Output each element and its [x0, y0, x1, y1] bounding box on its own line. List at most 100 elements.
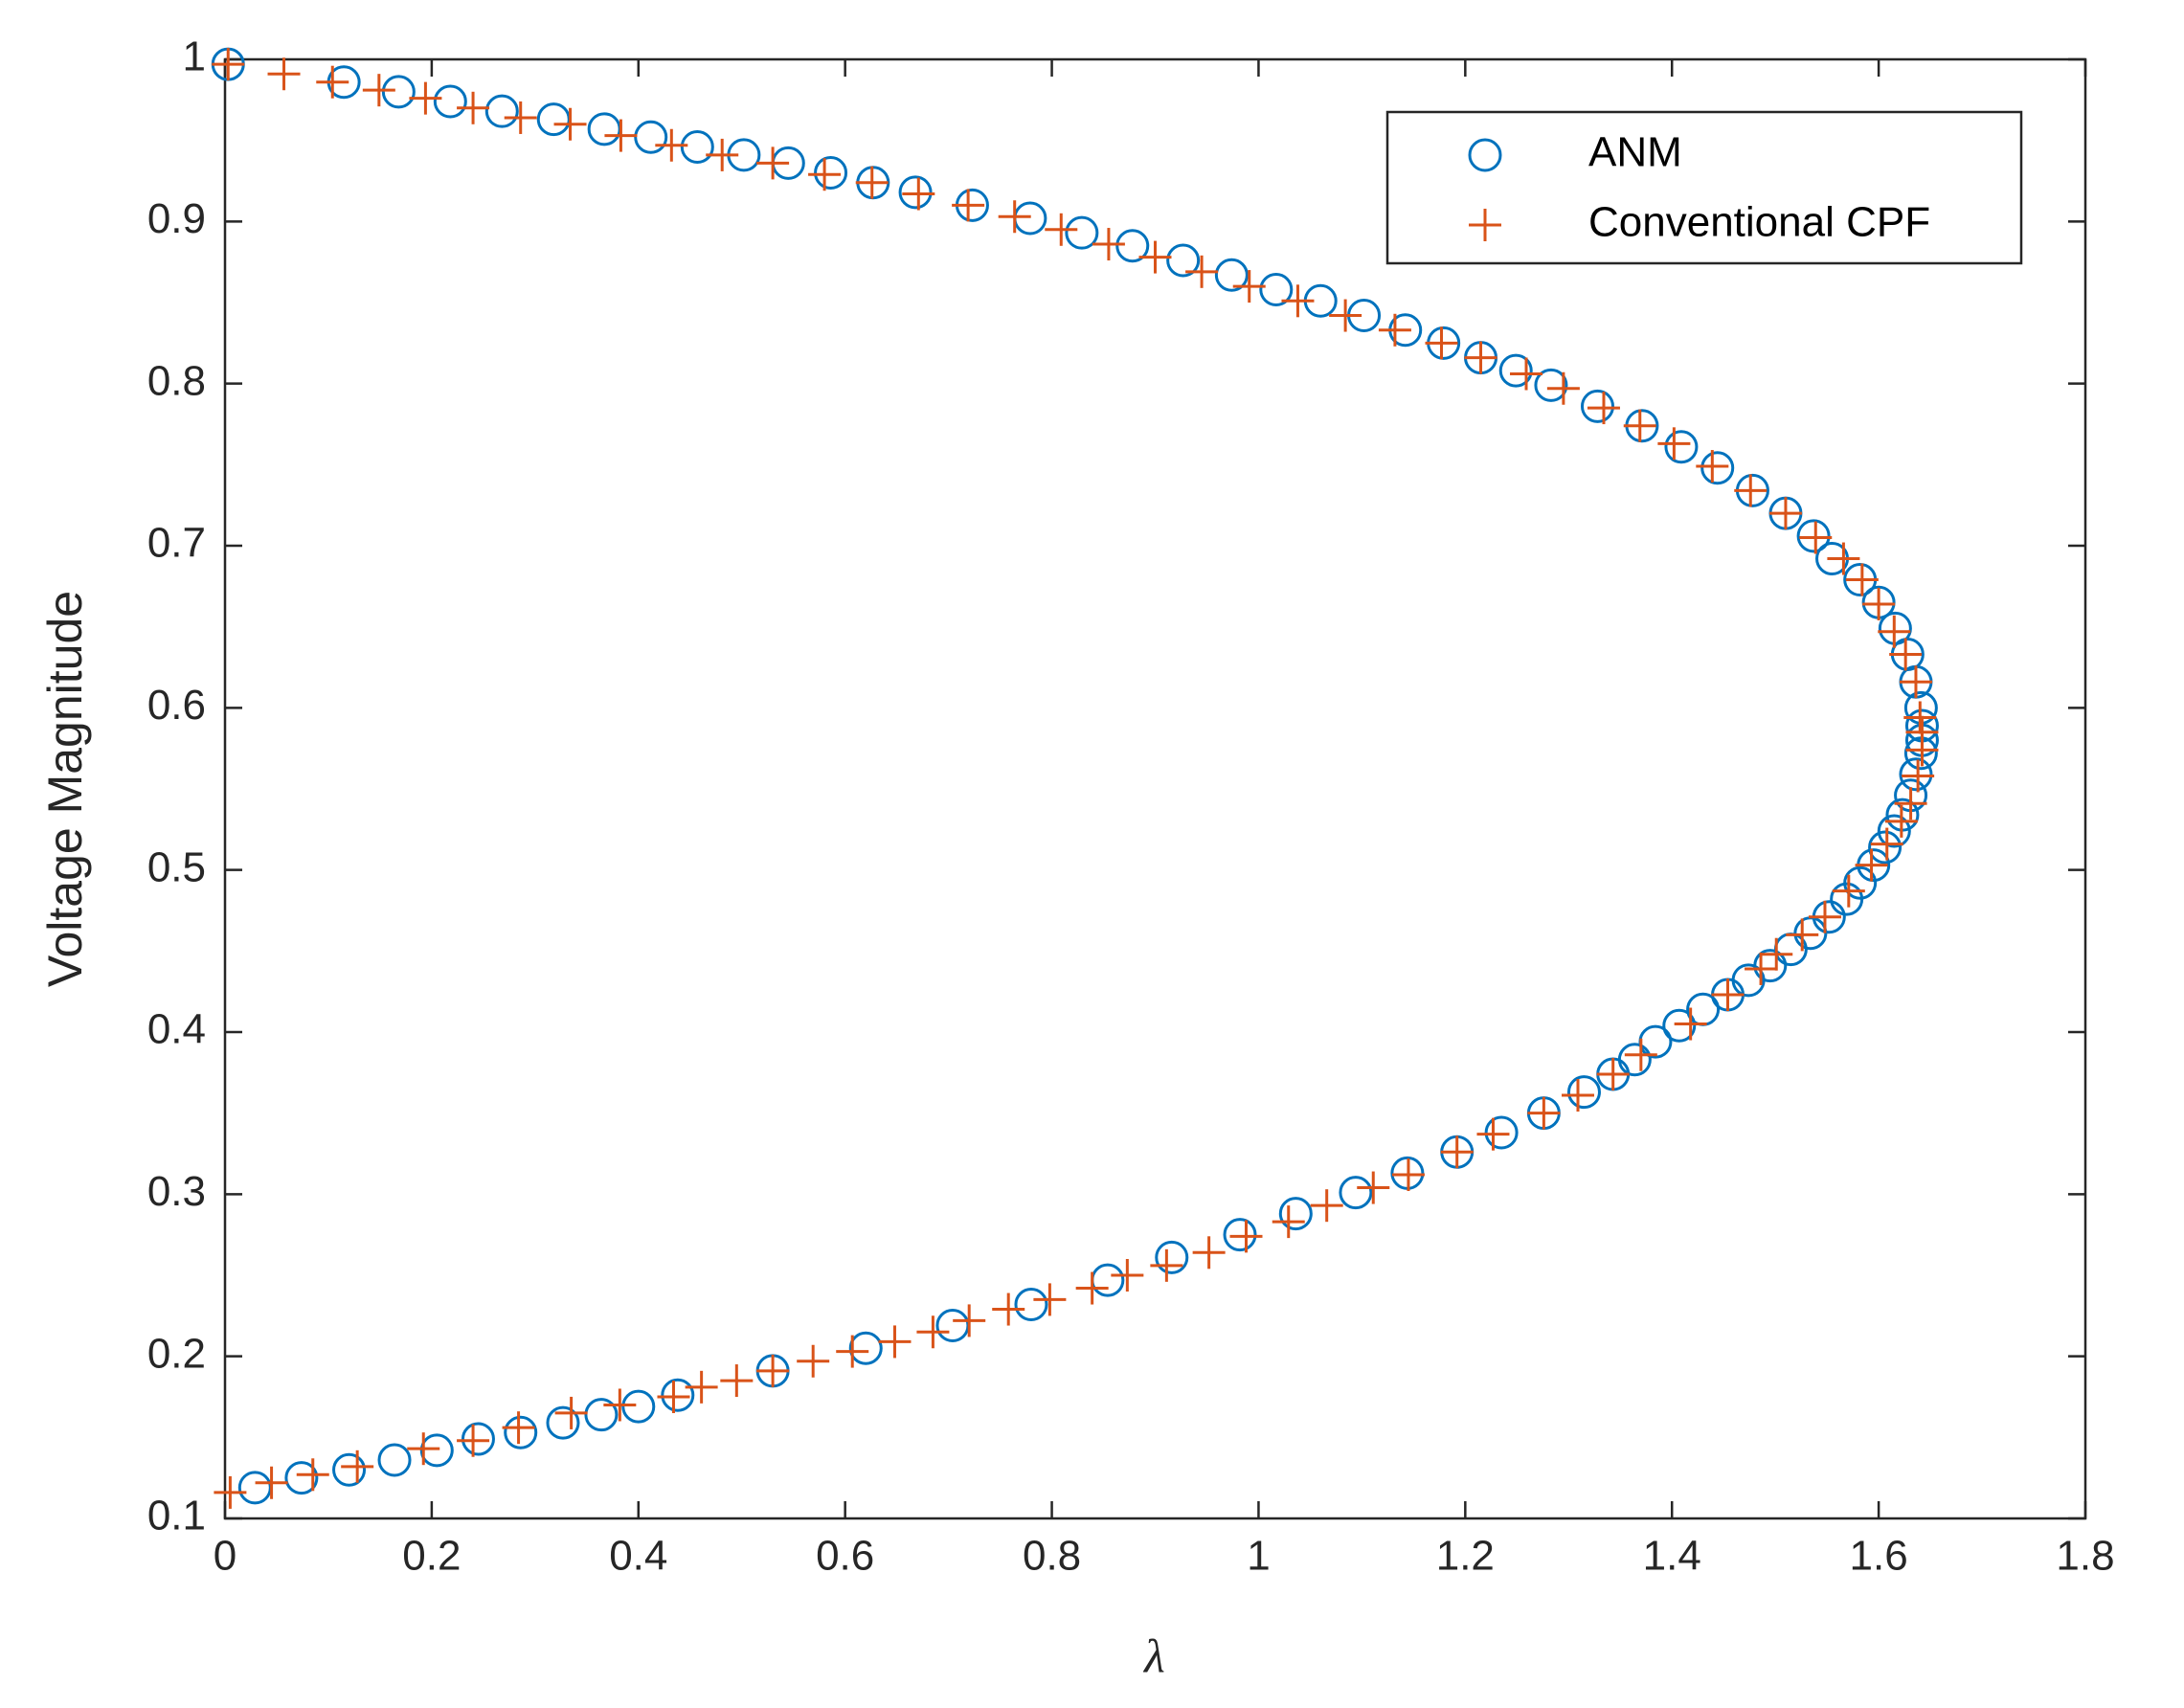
plus-marker [1884, 804, 1918, 838]
circle-marker [848, 1331, 883, 1365]
circle-marker [1155, 1240, 1189, 1274]
circle-marker [680, 129, 714, 164]
circle-marker [1498, 353, 1533, 388]
circle-stroke [1484, 1115, 1519, 1150]
circle-stroke [1662, 1008, 1697, 1043]
circle-marker [546, 1405, 580, 1440]
circle-marker [814, 156, 848, 191]
circle-stroke [584, 1398, 619, 1432]
circle-marker [484, 94, 519, 128]
plus-marker [902, 177, 935, 211]
circle-stroke [848, 1331, 883, 1365]
circle-marker [1468, 138, 1502, 172]
plus-marker [1657, 427, 1691, 461]
circle-marker [634, 120, 668, 154]
plus-marker [362, 74, 395, 107]
circle-stroke [381, 75, 416, 109]
plus-marker [1903, 701, 1937, 734]
plus-marker [457, 1424, 490, 1457]
circle-stroke [1498, 353, 1533, 388]
circle-marker [1664, 430, 1699, 464]
circle-marker [1830, 882, 1864, 916]
circle-stroke [377, 1443, 412, 1477]
y-tick-label: 0.5 [147, 843, 206, 890]
plus-marker [1899, 665, 1932, 699]
plus-marker [878, 1325, 912, 1359]
circle-marker [377, 1443, 412, 1477]
plus-marker [1329, 299, 1362, 332]
plus-marker [1281, 284, 1315, 318]
plus-marker [1808, 900, 1841, 933]
x-tick-label: 0.4 [609, 1533, 667, 1580]
circle-marker [1700, 451, 1735, 485]
plus-marker [1696, 450, 1729, 483]
plus-marker [1902, 759, 1935, 793]
plus-marker [1786, 918, 1819, 952]
plus-marker [1150, 1248, 1183, 1282]
circle-stroke [1700, 451, 1735, 485]
plus-marker [407, 1432, 440, 1466]
plus-marker [1894, 787, 1927, 820]
plus-marker [1870, 827, 1903, 861]
circle-marker [1484, 1115, 1519, 1150]
plus-marker [1232, 270, 1266, 303]
plus-marker [1674, 1007, 1707, 1041]
circle-stroke [1796, 519, 1831, 553]
circle-stroke [1259, 272, 1294, 306]
legend-label: ANM [1588, 129, 1682, 176]
plus-marker [916, 1315, 950, 1349]
plus-marker [655, 128, 688, 162]
circle-marker [1223, 1218, 1257, 1252]
plus-marker [1624, 1038, 1657, 1071]
circle-stroke [1155, 1240, 1189, 1274]
circle-stroke [1065, 215, 1099, 250]
plus-marker [706, 138, 739, 171]
circle-stroke [284, 1461, 319, 1495]
plus-marker [836, 1335, 869, 1368]
plus-marker [756, 146, 790, 180]
x-tick-label: 1.4 [1643, 1533, 1701, 1580]
plus-marker [1845, 563, 1879, 596]
plus-marker [1596, 1058, 1630, 1091]
plus-marker [1476, 1117, 1510, 1151]
plus-marker [855, 166, 889, 199]
plus-marker [1111, 1259, 1144, 1292]
plus-marker [1587, 392, 1620, 425]
plus-marker [296, 1458, 329, 1492]
circle-stroke [1868, 830, 1903, 865]
plus-marker [1862, 587, 1896, 620]
plus-marker [1768, 497, 1802, 530]
y-tick-label: 0.4 [147, 1006, 206, 1053]
x-tick-label: 0 [214, 1533, 236, 1580]
y-tick-label: 0.8 [147, 357, 206, 404]
plus-marker [255, 1466, 288, 1499]
plus-marker [1440, 1135, 1474, 1169]
legend-box [1385, 110, 2023, 265]
x-tick-label: 0.2 [402, 1533, 461, 1580]
circle-marker [461, 1422, 495, 1456]
plus-marker [1092, 228, 1125, 261]
circle-marker [1065, 215, 1099, 250]
x-tick-label: 0.6 [816, 1533, 874, 1580]
y-tick-label: 0.9 [147, 195, 206, 242]
plus-marker [1832, 874, 1865, 908]
plus-marker [1889, 638, 1923, 671]
plus-marker [1310, 1189, 1343, 1223]
plus-marker [1425, 326, 1458, 360]
y-tick-label: 1 [183, 34, 206, 80]
plus-marker [685, 1370, 718, 1404]
plus-marker [1045, 213, 1078, 246]
plus-marker [1192, 1236, 1226, 1270]
circle-marker [584, 1398, 619, 1432]
y-tick-label: 0.2 [147, 1330, 206, 1377]
circle-marker [1014, 1287, 1048, 1321]
plus-marker [1760, 937, 1793, 971]
circle-marker [1534, 368, 1568, 402]
circle-stroke [898, 175, 933, 210]
circle-stroke [484, 94, 519, 128]
plus-marker [553, 107, 587, 141]
circle-marker [1115, 229, 1150, 263]
circle-marker [621, 1389, 656, 1424]
circle-marker [504, 1415, 538, 1450]
y-axis-label: Voltage Magnitude [38, 591, 92, 987]
